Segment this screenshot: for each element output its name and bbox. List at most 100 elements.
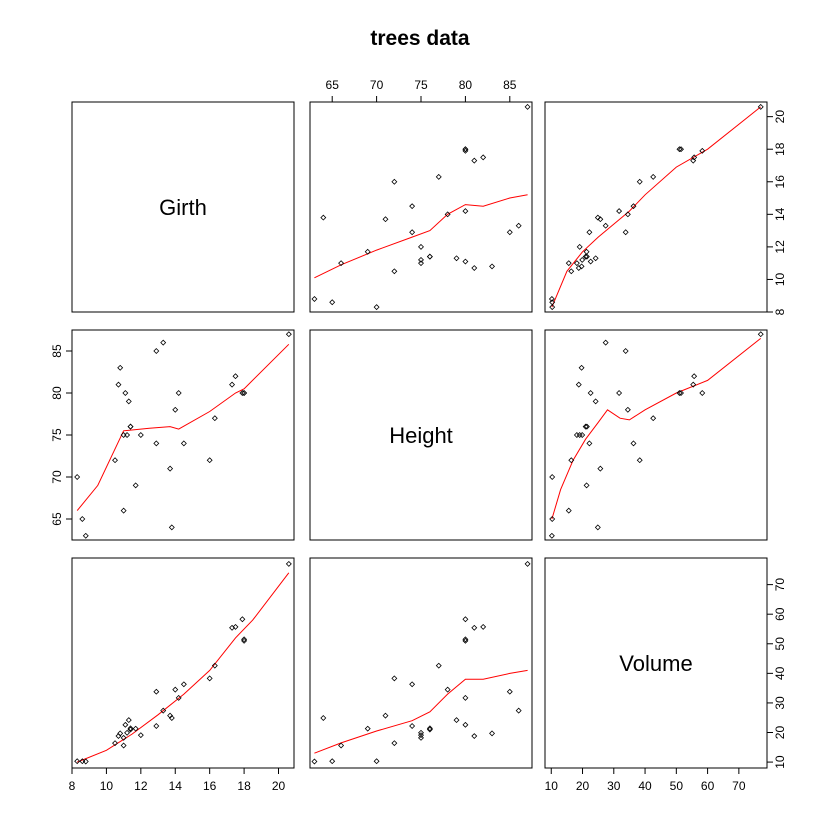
point-height-vs-volume [691, 373, 698, 380]
point-volume-vs-height [311, 758, 318, 765]
point-height-vs-girth [285, 331, 292, 338]
smooth-line-volume-vs-girth [77, 572, 290, 763]
point-height-vs-girth [112, 457, 118, 464]
point-girth-vs-volume [578, 263, 585, 270]
point-height-vs-volume [699, 390, 706, 396]
y-tick-label-height: 80 [50, 386, 64, 400]
point-volume-vs-height [409, 723, 416, 729]
point-girth-vs-height [409, 229, 416, 236]
point-girth-vs-height [373, 304, 380, 311]
point-volume-vs-height [480, 623, 487, 630]
point-volume-vs-girth [239, 616, 246, 623]
point-girth-vs-volume [549, 304, 556, 311]
point-volume-vs-height [409, 681, 416, 688]
point-height-vs-volume [582, 423, 589, 430]
point-volume-vs-girth [82, 758, 89, 765]
x-tick-label-volume: 40 [638, 779, 652, 793]
panel-height-label [309, 329, 533, 541]
x-tick-label-volume: 20 [576, 779, 590, 793]
point-height-vs-volume [549, 516, 556, 522]
panel-height-vs-girth [71, 329, 295, 541]
point-volume-vs-height [462, 616, 469, 623]
x-tick-label-volume: 50 [670, 779, 684, 793]
point-volume-vs-height [426, 725, 433, 732]
point-volume-vs-girth [112, 740, 118, 747]
point-girth-vs-height [409, 203, 416, 210]
point-height-vs-volume [622, 348, 629, 354]
point-height-vs-volume [676, 390, 683, 396]
point-height-vs-girth [122, 390, 129, 396]
point-volume-vs-height [373, 758, 380, 765]
point-girth-vs-volume [587, 258, 594, 265]
point-girth-vs-height [426, 253, 433, 260]
point-height-vs-volume [678, 390, 684, 396]
point-volume-vs-girth [74, 758, 81, 765]
point-height-vs-volume [650, 415, 657, 422]
x-tick-label-girth: 12 [134, 779, 148, 793]
point-girth-vs-height [524, 103, 531, 110]
point-height-vs-girth [127, 423, 134, 430]
point-height-vs-volume [579, 432, 586, 438]
y-tick-label-volume: 40 [773, 666, 787, 680]
point-height-vs-girth [167, 465, 174, 472]
x-tick-label-girth: 18 [237, 779, 251, 793]
y-tick-label-volume: 10 [773, 755, 787, 769]
point-girth-vs-volume [576, 243, 583, 250]
point-girth-vs-height [418, 260, 424, 267]
x-tick-label-height: 65 [326, 78, 340, 92]
point-girth-vs-volume [579, 256, 586, 263]
point-height-vs-volume [592, 398, 599, 405]
panel-girth-vs-height [309, 101, 533, 313]
point-volume-vs-height [462, 694, 469, 701]
point-height-vs-girth [172, 406, 179, 413]
x-tick-label-height: 70 [370, 78, 384, 92]
point-volume-vs-girth [137, 732, 144, 739]
point-girth-vs-volume [691, 154, 698, 161]
point-girth-vs-volume [586, 229, 593, 236]
point-girth-vs-volume [630, 203, 637, 210]
point-girth-vs-height [426, 253, 433, 260]
point-height-vs-volume [568, 457, 575, 464]
point-volume-vs-height [418, 734, 424, 741]
panel-girth-label [71, 101, 295, 313]
point-height-vs-volume [636, 457, 643, 464]
point-volume-vs-girth [127, 725, 134, 732]
point-height-vs-girth [115, 381, 122, 388]
point-girth-vs-height [462, 146, 469, 153]
panel-height-vs-volume [544, 329, 768, 541]
point-volume-vs-girth [120, 734, 127, 741]
point-height-vs-girth [125, 398, 132, 405]
point-girth-vs-volume [676, 146, 683, 153]
point-girth-vs-volume [597, 216, 604, 223]
y-tick-label-height: 75 [50, 428, 64, 442]
point-girth-vs-height [311, 296, 318, 302]
point-height-vs-girth [211, 415, 218, 422]
point-volume-vs-girth [120, 742, 127, 749]
point-volume-vs-height [329, 758, 336, 765]
point-height-vs-volume [624, 406, 631, 413]
point-height-vs-volume [757, 331, 764, 338]
point-height-vs-girth [232, 373, 239, 380]
y-tick-label-girth: 8 [773, 308, 787, 315]
point-girth-vs-height [435, 173, 442, 180]
point-height-vs-volume [602, 339, 609, 346]
point-volume-vs-height [462, 636, 469, 643]
x-tick-label-girth: 8 [69, 779, 76, 793]
point-height-vs-girth [127, 423, 134, 430]
point-height-vs-girth [168, 524, 175, 531]
point-girth-vs-volume [602, 222, 609, 229]
y-tick-label-height: 70 [50, 470, 64, 484]
point-volume-vs-girth [285, 560, 292, 567]
y-tick-label-volume: 60 [773, 607, 787, 621]
point-girth-vs-height [515, 222, 522, 229]
point-volume-vs-height [391, 675, 398, 682]
variable-label-girth: Girth [159, 195, 207, 220]
point-height-vs-volume [616, 390, 623, 396]
x-tick-label-volume: 10 [545, 779, 559, 793]
x-tick-label-girth: 14 [169, 779, 183, 793]
point-height-vs-girth [137, 432, 144, 438]
point-girth-vs-volume [757, 103, 764, 110]
point-height-vs-girth [180, 440, 187, 447]
point-height-vs-girth [160, 339, 167, 346]
point-volume-vs-girth [168, 715, 175, 721]
